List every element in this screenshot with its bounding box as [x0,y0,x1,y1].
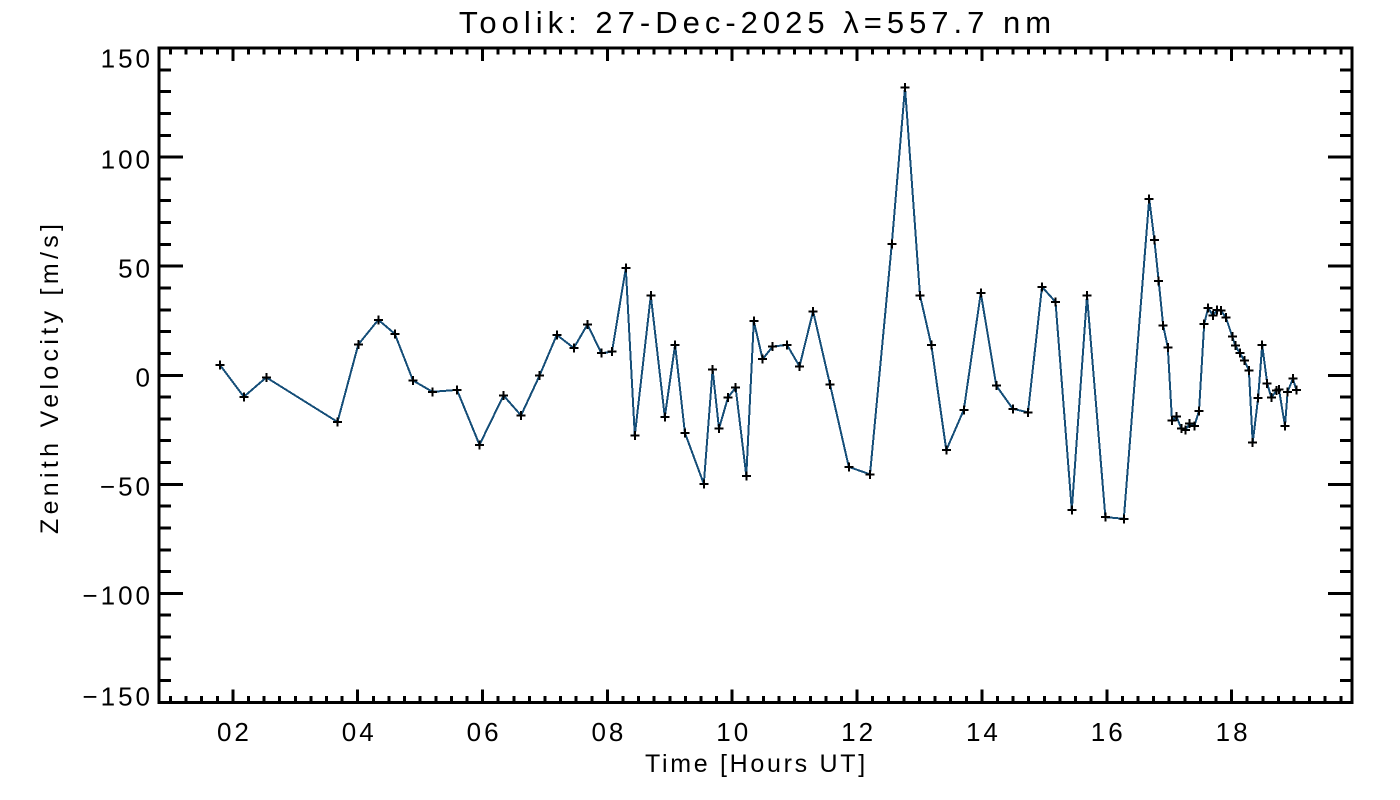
x-tick-label: 16 [1091,717,1126,747]
y-tick-label: 150 [101,44,153,74]
x-tick-label: 06 [467,717,502,747]
y-axis-ticks [159,46,1352,704]
y-tick-label: −150 [82,682,153,712]
x-tick-label: 02 [217,717,252,747]
y-axis-title: Zenith Velocity [m/s] [36,224,64,534]
plot-frame [157,46,1354,704]
x-tick-label: 08 [591,717,626,747]
x-tick-label: 14 [966,717,1001,747]
y-tick-label: 50 [118,253,153,283]
x-axis-title: Time [Hours UT] [645,750,868,778]
x-tick-label: 18 [1216,717,1251,747]
y-axis-tick-labels: −150 −100 −50 0 50 100 150 [82,44,153,712]
y-tick-label: 0 [136,363,153,393]
x-axis-tick-labels: 02 04 06 08 10 12 14 16 18 [217,717,1251,747]
x-tick-label: 04 [342,717,377,747]
data-point-markers [215,82,1301,524]
x-tick-label: 10 [716,717,751,747]
x-tick-label: 12 [841,717,876,747]
y-tick-label: −100 [82,581,153,611]
chart-title: Toolik: 27-Dec-2025 λ=557.7 nm [459,5,1056,40]
y-tick-label: 100 [101,144,153,174]
y-tick-label: −50 [100,472,153,502]
